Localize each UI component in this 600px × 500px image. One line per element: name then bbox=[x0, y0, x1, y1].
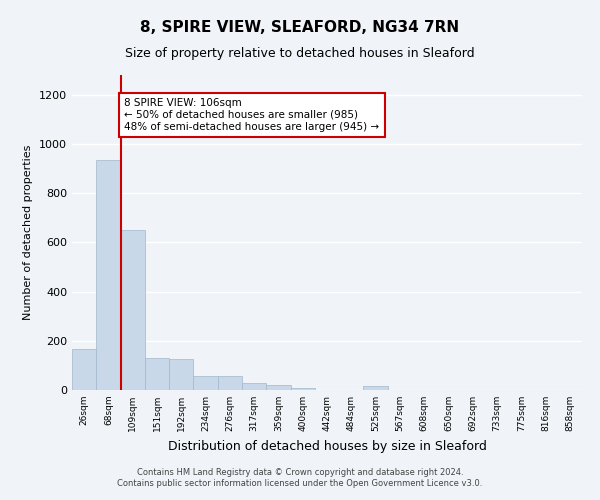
Bar bbox=[121, 230, 145, 390]
Bar bbox=[96, 160, 121, 390]
Text: Contains HM Land Registry data © Crown copyright and database right 2024.
Contai: Contains HM Land Registry data © Crown c… bbox=[118, 468, 482, 487]
Bar bbox=[266, 385, 290, 390]
Y-axis label: Number of detached properties: Number of detached properties bbox=[23, 145, 34, 320]
Bar bbox=[72, 350, 96, 390]
X-axis label: Distribution of detached houses by size in Sleaford: Distribution of detached houses by size … bbox=[167, 440, 487, 452]
Bar bbox=[364, 386, 388, 390]
Bar bbox=[218, 376, 242, 390]
Text: Size of property relative to detached houses in Sleaford: Size of property relative to detached ho… bbox=[125, 48, 475, 60]
Bar bbox=[193, 376, 218, 390]
Bar bbox=[145, 358, 169, 390]
Bar bbox=[169, 358, 193, 390]
Bar bbox=[290, 388, 315, 390]
Text: 8, SPIRE VIEW, SLEAFORD, NG34 7RN: 8, SPIRE VIEW, SLEAFORD, NG34 7RN bbox=[140, 20, 460, 35]
Text: 8 SPIRE VIEW: 106sqm
← 50% of detached houses are smaller (985)
48% of semi-deta: 8 SPIRE VIEW: 106sqm ← 50% of detached h… bbox=[124, 98, 379, 132]
Bar bbox=[242, 382, 266, 390]
